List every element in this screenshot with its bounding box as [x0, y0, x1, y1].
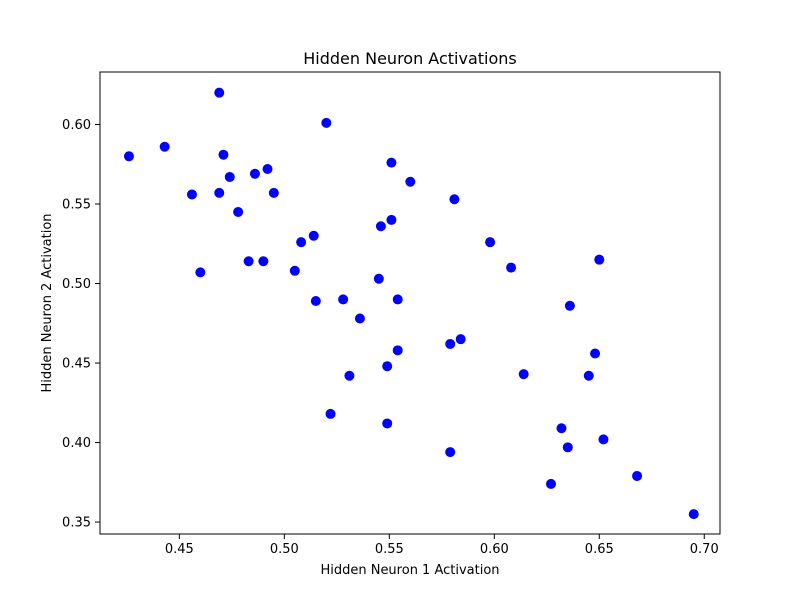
data-point [485, 237, 496, 248]
data-point [392, 294, 403, 305]
x-axis: 0.45 0.50 0.55 0.60 0.65 0.70 [165, 534, 719, 557]
y-tick-label: 0.45 [62, 357, 91, 372]
data-point [296, 237, 307, 248]
data-point [218, 149, 229, 160]
y-tick-label: 0.60 [62, 118, 91, 133]
data-point [545, 478, 556, 489]
y-axis: 0.35 0.40 0.45 0.50 0.55 0.60 [62, 118, 100, 531]
data-point [445, 447, 456, 458]
x-axis-label: Hidden Neuron 1 Activation [320, 563, 499, 578]
y-tick-label: 0.55 [62, 198, 91, 213]
y-tick-label: 0.35 [62, 516, 91, 531]
data-point [195, 267, 206, 278]
data-point [258, 256, 269, 267]
data-point [632, 470, 643, 481]
y-tick-label: 0.40 [62, 436, 91, 451]
data-point [249, 168, 260, 179]
data-point [375, 221, 386, 232]
data-point [243, 256, 254, 267]
data-point [449, 194, 460, 205]
data-point [506, 262, 517, 273]
data-point [289, 265, 300, 276]
data-point [159, 141, 170, 152]
x-tick-label: 0.70 [690, 542, 719, 557]
data-point [594, 254, 605, 265]
chart-title: Hidden Neuron Activations [303, 49, 517, 68]
data-point [224, 171, 235, 182]
plot-area: 0.45 0.50 0.55 0.60 0.65 0.70 0.35 0.40 0.45 0.5… [62, 71, 721, 557]
data-point [386, 214, 397, 225]
data-point [233, 206, 244, 217]
data-point [583, 370, 594, 381]
data-point [373, 273, 384, 284]
data-point [445, 338, 456, 349]
data-point [392, 345, 403, 356]
y-tick-label: 0.50 [62, 277, 91, 292]
data-points [123, 87, 699, 520]
y-axis-label: Hidden Neuron 2 Activation [40, 213, 55, 392]
data-point [354, 313, 365, 324]
plot-frame [99, 71, 721, 535]
data-point [562, 442, 573, 453]
data-point [590, 348, 601, 359]
x-tick-label: 0.50 [270, 542, 299, 557]
data-point [598, 434, 609, 445]
x-tick-label: 0.55 [375, 542, 404, 557]
data-point [518, 369, 529, 380]
data-point [564, 300, 575, 311]
data-point [310, 296, 321, 307]
data-point [455, 334, 466, 345]
data-point [382, 418, 393, 429]
data-point [325, 408, 336, 419]
data-point [308, 230, 319, 241]
data-point [123, 151, 134, 162]
data-point [321, 117, 332, 128]
data-point [344, 370, 355, 381]
x-tick-label: 0.65 [585, 542, 614, 557]
x-tick-label: 0.45 [165, 542, 194, 557]
data-point [405, 176, 416, 187]
x-tick-label: 0.60 [480, 542, 509, 557]
data-point [214, 87, 225, 98]
data-point [688, 509, 699, 520]
data-point [556, 423, 567, 434]
data-point [382, 361, 393, 372]
data-point [262, 164, 273, 175]
data-point [268, 187, 279, 198]
data-point [214, 187, 225, 198]
data-point [186, 189, 197, 200]
data-point [386, 157, 397, 168]
data-point [338, 294, 349, 305]
